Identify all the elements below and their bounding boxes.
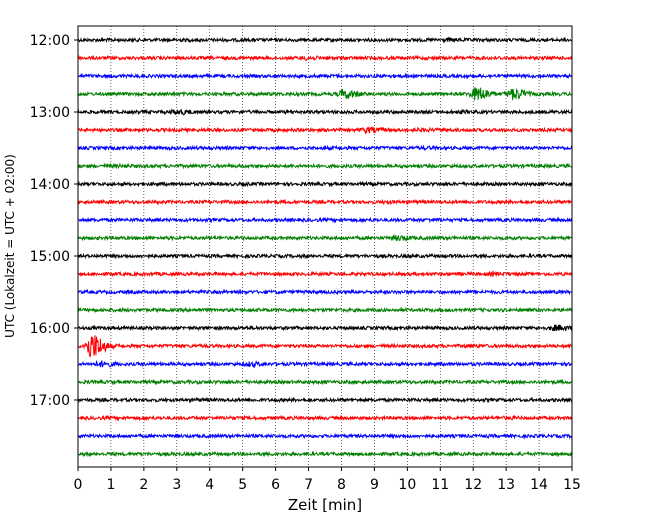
x-tick-label: 15 bbox=[563, 477, 581, 493]
seismic-trace bbox=[77, 414, 573, 422]
seismic-trace bbox=[77, 252, 573, 260]
plot-background bbox=[78, 26, 572, 467]
x-axis: 0 1 2 3 4 5 6 7 8 9 10 11 12 13 14 15 bbox=[74, 467, 581, 493]
y-tick-label: 17:00 bbox=[30, 393, 70, 409]
x-tick-label: 8 bbox=[337, 477, 346, 493]
seismic-trace bbox=[77, 162, 573, 170]
plot-frame bbox=[77, 25, 573, 468]
x-tick-label: 11 bbox=[431, 477, 449, 493]
y-axis: 12:00 13:00 14:00 15:00 16:00 17:00 bbox=[30, 33, 78, 409]
seismic-trace bbox=[77, 108, 573, 116]
x-tick-label: 2 bbox=[139, 477, 148, 493]
seismic-trace bbox=[77, 288, 573, 296]
x-tick-label: 10 bbox=[398, 477, 416, 493]
seismic-trace bbox=[77, 180, 573, 188]
seismic-trace bbox=[77, 72, 573, 80]
x-tick-label: 5 bbox=[238, 477, 247, 493]
y-tick-label: 15:00 bbox=[30, 249, 70, 265]
seismic-trace bbox=[77, 144, 573, 152]
seismic-trace bbox=[77, 324, 573, 332]
y-tick-label: 13:00 bbox=[30, 105, 70, 121]
x-tick-label: 6 bbox=[271, 477, 280, 493]
seismic-trace bbox=[77, 306, 573, 314]
x-tick-label: 4 bbox=[205, 477, 214, 493]
y-tick-label: 16:00 bbox=[30, 321, 70, 337]
x-axis-label: Zeit [min] bbox=[288, 496, 362, 514]
seismic-trace bbox=[77, 233, 573, 242]
seismic-trace bbox=[77, 216, 573, 224]
x-tick-label: 13 bbox=[497, 477, 515, 493]
seismic-trace bbox=[77, 198, 573, 206]
seismic-trace bbox=[77, 360, 573, 369]
y-axis-label: UTC (Lokalzeit = UTC + 02:00) bbox=[3, 154, 17, 338]
x-tick-label: 14 bbox=[530, 477, 548, 493]
seismic-trace bbox=[77, 270, 573, 278]
seismic-trace bbox=[77, 54, 573, 62]
x-tick-label: 7 bbox=[304, 477, 313, 493]
y-tick-label: 14:00 bbox=[30, 177, 70, 193]
x-tick-label: 1 bbox=[106, 477, 115, 493]
trace-group bbox=[77, 36, 573, 458]
seismic-trace bbox=[77, 36, 573, 44]
seismic-trace bbox=[77, 450, 573, 458]
x-tick-label: 0 bbox=[74, 477, 83, 493]
seismic-trace bbox=[77, 335, 573, 358]
seismic-trace bbox=[77, 126, 573, 135]
x-tick-label: 12 bbox=[464, 477, 482, 493]
x-tick-label: 3 bbox=[172, 477, 181, 493]
y-tick-label: 12:00 bbox=[30, 33, 70, 49]
seismic-trace bbox=[77, 378, 573, 386]
x-tick-label: 9 bbox=[370, 477, 379, 493]
seismic-trace bbox=[77, 396, 573, 404]
seismic-trace bbox=[77, 87, 573, 101]
seismic-trace bbox=[77, 432, 573, 440]
